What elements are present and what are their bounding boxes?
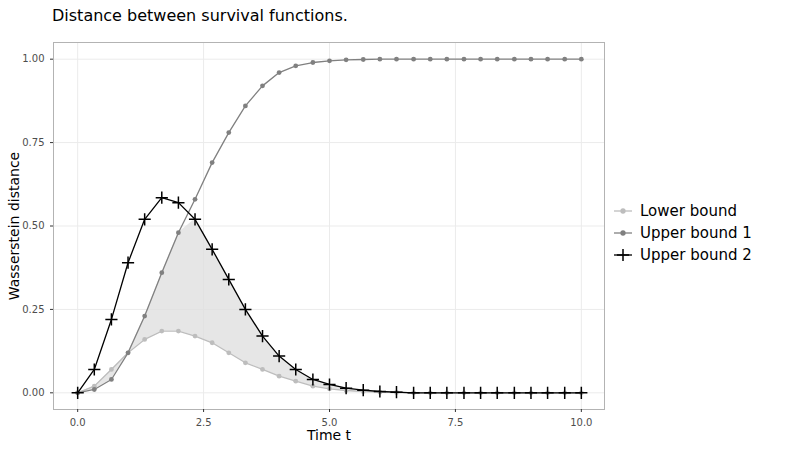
svg-text:10.0: 10.0: [570, 417, 592, 428]
html-text:Upper bound 2: Upper bound 2: [640, 246, 752, 264]
svg-text:0.0: 0.0: [70, 417, 86, 428]
svg-text:0.75: 0.75: [22, 137, 44, 148]
svg-text:Time t: Time t: [306, 427, 352, 443]
svg-text:2.5: 2.5: [196, 417, 212, 428]
svg-text:Wasserstein distance: Wasserstein distance: [6, 152, 22, 300]
svg-text:5.0: 5.0: [321, 416, 338, 428]
svg-text:1.00: 1.00: [22, 53, 44, 64]
svg-text:0.00: 0.00: [22, 387, 44, 398]
svg-text:0.25: 0.25: [22, 304, 44, 315]
svg-text:7.5: 7.5: [447, 417, 463, 428]
html-text:Lower bound: Lower bound: [640, 202, 737, 220]
html-text:Distance between survival func: Distance between survival functions.: [52, 6, 348, 25]
svg-text:0.50: 0.50: [22, 220, 44, 231]
html-text:Upper bound 1: Upper bound 1: [640, 224, 752, 242]
